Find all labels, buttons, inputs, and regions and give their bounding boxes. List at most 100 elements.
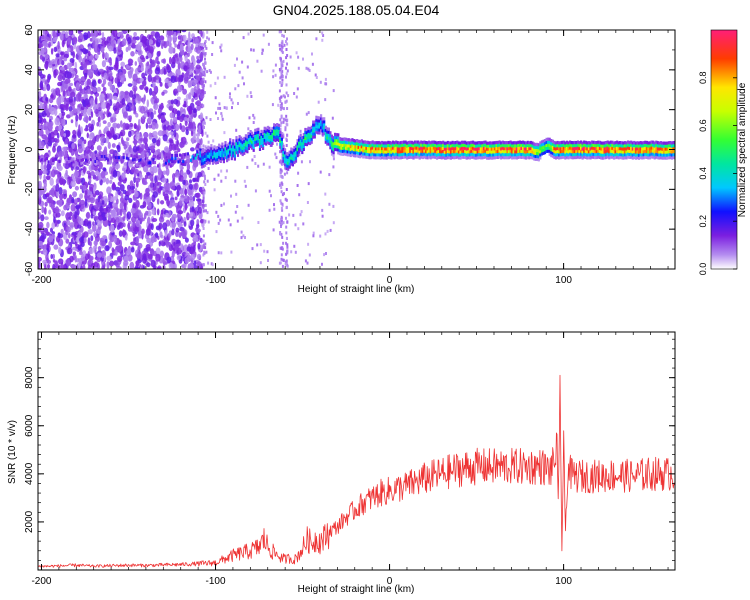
ridge-cell [374, 153, 377, 157]
ridge-cell [605, 150, 608, 154]
ridge-cell [656, 144, 659, 148]
noise-cell [52, 253, 55, 260]
ridge-cell [612, 156, 616, 160]
noise-cell [155, 253, 161, 262]
ridge-cell [351, 147, 354, 151]
streak-cell [202, 263, 205, 267]
ridge-cell [553, 143, 556, 148]
ridge-cell [226, 153, 229, 157]
ridge-cell [484, 146, 487, 150]
noise-cell [79, 193, 84, 199]
ridge-cell [230, 154, 233, 158]
ridge-cell [597, 149, 600, 153]
noise-cell [163, 68, 166, 75]
ridge-cell [390, 153, 393, 157]
noise-cell [96, 122, 100, 127]
ridge-cell [517, 140, 520, 144]
ridge-cell [388, 144, 392, 148]
ridge-cell [520, 155, 523, 159]
ridge-cell [525, 150, 528, 154]
ridge-cell [584, 152, 587, 156]
ridge-cell [468, 150, 471, 154]
ridge-cell [547, 137, 550, 141]
noise-cell [63, 264, 67, 269]
ridge-cell [327, 130, 330, 134]
noise-cell [142, 255, 147, 264]
noise-cell [54, 260, 58, 266]
ridge-cell [374, 156, 377, 160]
ridge-cell [309, 133, 312, 137]
ridge-cell [470, 143, 473, 147]
noise-cell [151, 138, 157, 144]
ridge-cell [464, 152, 467, 156]
ridge-cell [471, 149, 475, 153]
ridge-cell [567, 153, 570, 157]
ridge-cell [257, 130, 260, 134]
noise-cell [162, 222, 168, 231]
streak-cell [204, 242, 207, 246]
noise-cell [166, 63, 170, 71]
noise-cell [93, 204, 99, 210]
ridge-cell [236, 153, 240, 157]
ridge-cell [382, 141, 385, 145]
ridge-cell [171, 153, 174, 157]
ridge-cell [222, 157, 225, 161]
ridge-cell [130, 154, 133, 158]
noise-cell [137, 242, 143, 249]
noise-cell [92, 221, 95, 226]
ridge-cell [152, 158, 155, 162]
ridge-cell [652, 146, 655, 150]
ridge-cell [86, 162, 89, 166]
ridge-cell [434, 152, 437, 156]
noise-cell [189, 212, 193, 217]
streak-cell [285, 48, 288, 51]
noise-cell [133, 170, 137, 178]
noise-cell [158, 241, 161, 247]
ridge-cell [345, 149, 348, 153]
ridge-cell [260, 135, 263, 139]
ridge-cell [233, 154, 236, 158]
noise-cell [173, 129, 177, 138]
ridge-cell [240, 142, 243, 146]
ridge-cell [520, 146, 523, 150]
noise-cell [167, 72, 171, 77]
ridge-cell [584, 143, 587, 147]
noise-cell [193, 58, 196, 67]
ridge-cell [507, 156, 511, 160]
ridge-cell [337, 136, 340, 140]
ridge-cell [533, 145, 536, 149]
ridge-cell [523, 150, 526, 154]
ridge-cell [522, 140, 525, 144]
noise-cell [48, 137, 52, 145]
ridge-cell [403, 143, 406, 147]
ridge-cell [401, 140, 404, 144]
ridge-cell [305, 131, 309, 135]
ridge-cell [207, 148, 210, 152]
ridge-cell [584, 146, 587, 150]
noise-cell [64, 138, 69, 145]
ridge-cell [316, 125, 319, 129]
ridge-cell [489, 153, 492, 157]
ridge-cell [80, 155, 83, 159]
ridge-cell [302, 141, 305, 145]
noise-cell [170, 192, 174, 198]
noise-cell [208, 69, 211, 72]
noise-cell [157, 266, 161, 269]
ridge-cell [227, 154, 230, 158]
ridge-cell [482, 149, 486, 153]
ridge-cell [324, 137, 327, 141]
ridge-cell [622, 144, 625, 148]
noise-cell [83, 112, 87, 117]
ridge-cell [637, 141, 641, 145]
ridge-cell [393, 144, 396, 148]
ridge-cell [468, 144, 471, 148]
ridge-cell [564, 147, 567, 151]
ridge-cell [360, 151, 363, 155]
ridge-cell [346, 138, 349, 142]
ridge-cell [370, 156, 373, 160]
ridge-cell [578, 144, 581, 148]
noise-cell [332, 89, 335, 93]
ridge-cell [412, 141, 415, 145]
noise-cell [117, 189, 121, 196]
ridge-cell [536, 148, 539, 152]
